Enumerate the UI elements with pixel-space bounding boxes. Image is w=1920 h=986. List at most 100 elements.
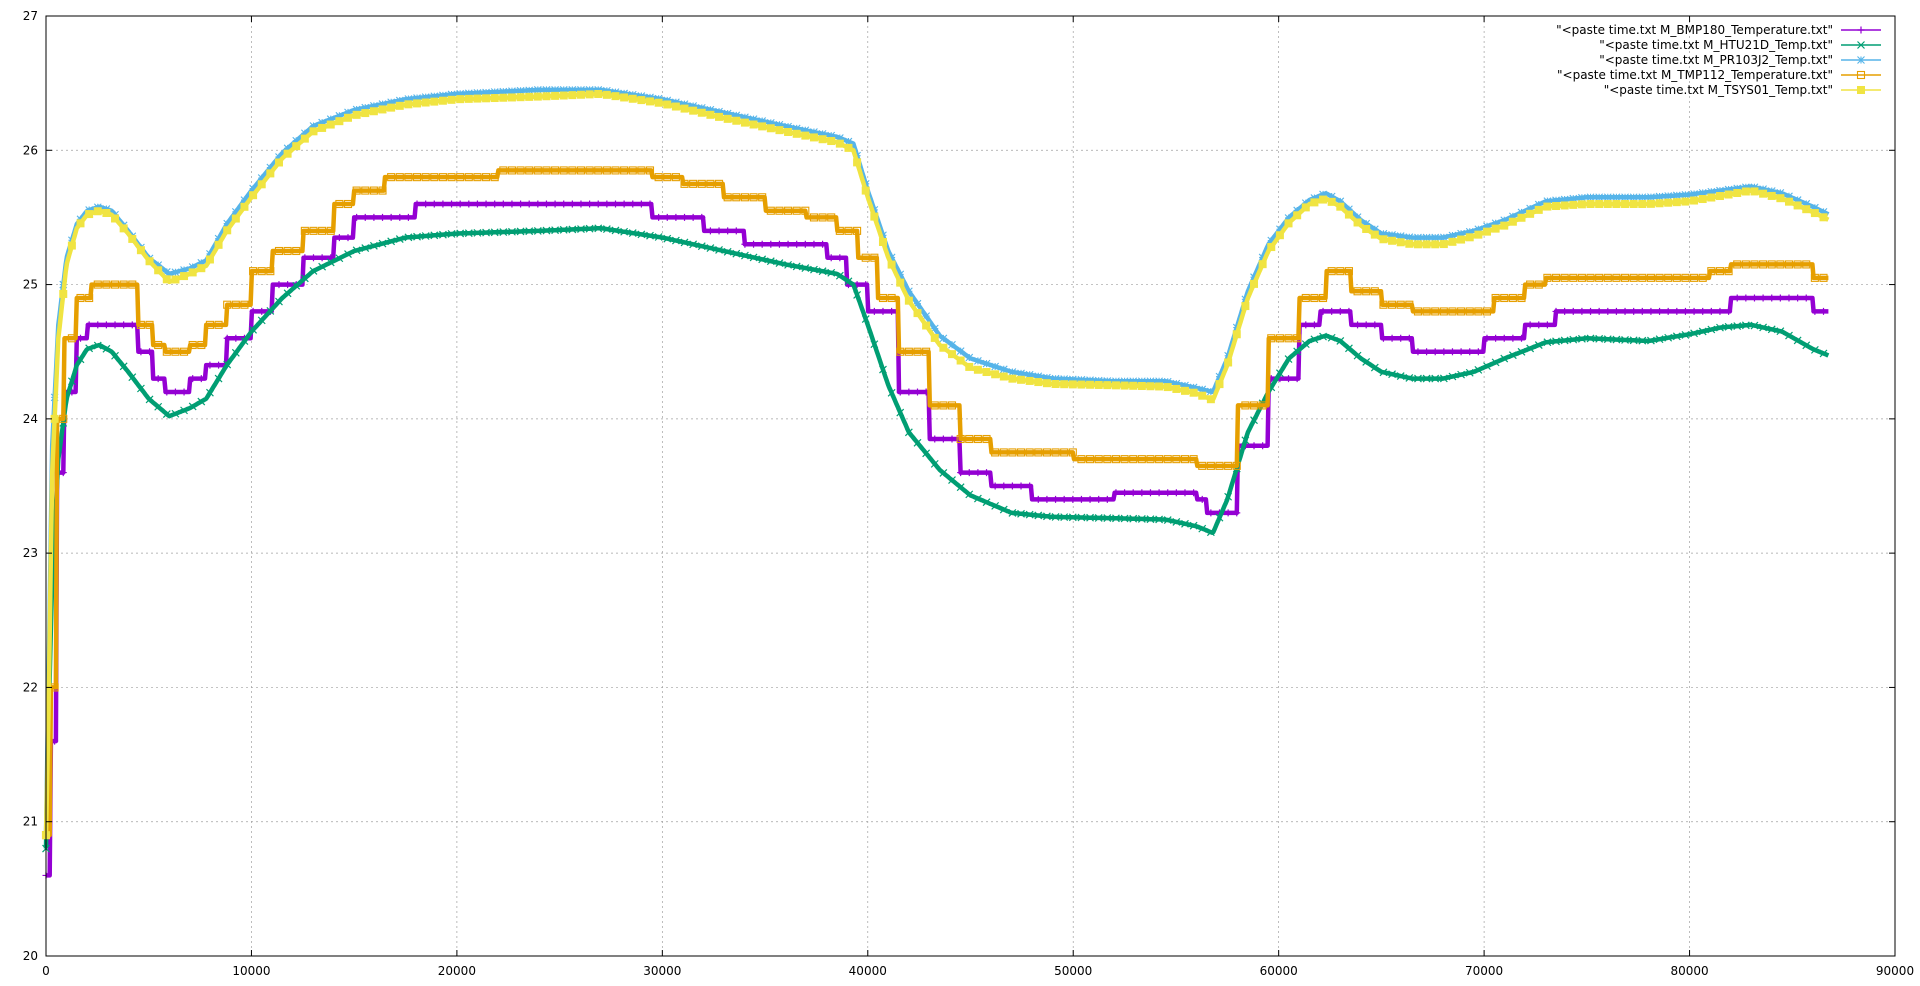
- data-point: [525, 166, 534, 175]
- data-point: [1068, 513, 1077, 522]
- data-point: [1258, 260, 1267, 269]
- data-point: [594, 224, 603, 233]
- data-point: [180, 266, 188, 274]
- data-point: [387, 173, 396, 182]
- data-point: [395, 235, 404, 243]
- data-point: [1008, 368, 1017, 376]
- data-point: [749, 115, 758, 124]
- data-point: [102, 280, 111, 289]
- data-point: [767, 240, 775, 248]
- data-point: [931, 435, 939, 443]
- data-point: [818, 267, 827, 276]
- data-point: [775, 259, 784, 268]
- data-point: [1647, 307, 1655, 315]
- data-point: [1043, 495, 1051, 503]
- data-point: [723, 247, 732, 256]
- data-point: [412, 173, 422, 182]
- data-point: [369, 107, 378, 116]
- data-point: [1776, 194, 1785, 203]
- data-point: [1077, 380, 1086, 389]
- data-point: [697, 108, 706, 117]
- data-point: [300, 274, 309, 283]
- data-point: [206, 249, 214, 258]
- data-point: [646, 231, 654, 240]
- data-point: [973, 494, 982, 503]
- data-point: [413, 94, 421, 102]
- data-point: [922, 321, 931, 330]
- data-point: [1258, 401, 1267, 410]
- data-point: [1379, 368, 1388, 377]
- data-point: [1604, 307, 1612, 315]
- data-point: [85, 321, 93, 329]
- data-point: [1060, 380, 1069, 389]
- data-point: [1370, 225, 1379, 234]
- y-tick-label: 22: [23, 680, 38, 694]
- data-point: [1517, 208, 1526, 217]
- data-point: [128, 280, 137, 289]
- data-point: [585, 166, 594, 175]
- data-point: [188, 340, 197, 350]
- data-point: [1103, 455, 1112, 464]
- data-point: [223, 226, 232, 235]
- data-point: [309, 254, 317, 262]
- legend-entry-label: "<paste time.txt M_TSYS01_Temp.txt": [1604, 83, 1833, 97]
- data-point: [1388, 231, 1396, 239]
- data-point: [1647, 336, 1655, 345]
- data-point: [85, 293, 94, 303]
- data-point: [1284, 214, 1293, 222]
- data-point: [1206, 387, 1215, 396]
- x-tick-label: 10000: [232, 964, 270, 978]
- data-point: [266, 267, 275, 276]
- data-point: [326, 115, 335, 124]
- data-point: [1767, 187, 1776, 195]
- data-point: [982, 368, 991, 377]
- data-point: [1724, 185, 1733, 194]
- data-point: [188, 263, 197, 271]
- data-point: [387, 213, 395, 221]
- data-point: [76, 215, 85, 224]
- data-point: [999, 505, 1008, 514]
- data-point: [1612, 307, 1620, 315]
- data-point: [1181, 381, 1189, 390]
- data-point: [473, 88, 482, 97]
- data-point: [1638, 200, 1647, 208]
- data-point: [879, 365, 887, 374]
- data-point: [1595, 334, 1604, 343]
- data-point: [335, 117, 344, 126]
- data-point: [1051, 380, 1060, 389]
- data-point: [1733, 260, 1742, 269]
- data-point: [274, 246, 284, 256]
- data-point: [1111, 455, 1121, 464]
- data-point: [663, 213, 671, 221]
- data-point: [197, 264, 206, 273]
- data-point: [1672, 191, 1681, 200]
- data-point: [387, 98, 396, 107]
- data-point: [1354, 321, 1362, 329]
- data-point: [490, 173, 499, 182]
- data-point: [1681, 307, 1689, 315]
- data-point: [1439, 233, 1448, 242]
- data-point: [689, 102, 698, 110]
- data-point: [1034, 511, 1043, 520]
- data-point: [1327, 333, 1336, 342]
- data-point: [1448, 307, 1457, 316]
- data-point: [948, 435, 956, 443]
- data-point: [887, 293, 896, 303]
- data-point: [1189, 521, 1198, 530]
- data-point: [1810, 345, 1819, 354]
- data-point: [801, 206, 810, 215]
- data-point: [611, 88, 620, 97]
- data-point: [1742, 294, 1750, 302]
- data-point: [309, 122, 318, 130]
- data-point: [206, 388, 214, 397]
- data-point: [1034, 448, 1043, 457]
- data-point: [180, 388, 188, 396]
- data-point: [154, 261, 163, 270]
- data-point: [689, 213, 697, 221]
- data-point: [1725, 307, 1733, 315]
- y-tick-label: 24: [23, 412, 38, 426]
- data-point: [491, 200, 499, 208]
- data-point: [1267, 236, 1276, 245]
- data-point: [904, 428, 913, 437]
